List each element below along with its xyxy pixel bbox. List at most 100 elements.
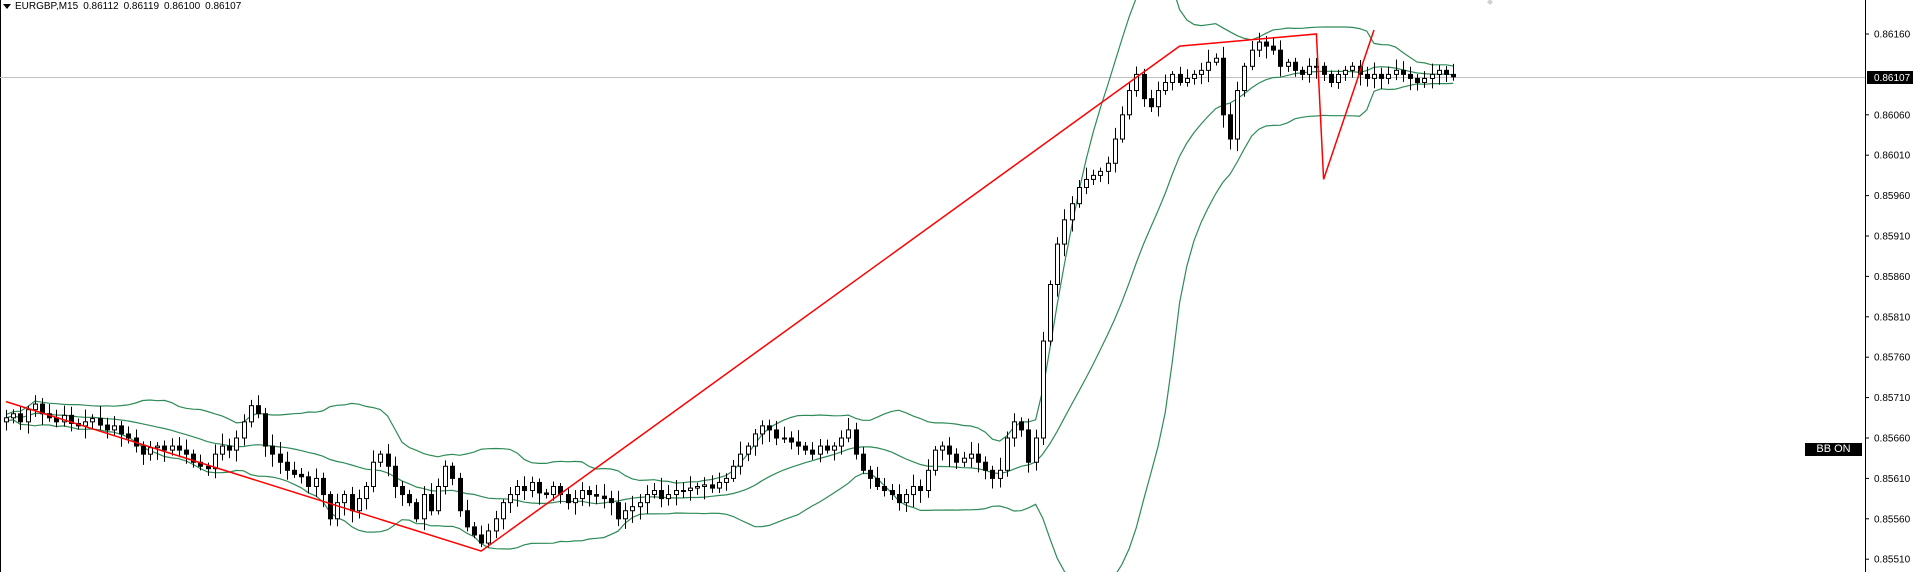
candle xyxy=(429,483,434,516)
candle xyxy=(299,467,304,484)
bb-toggle-button[interactable]: BB ON xyxy=(1805,443,1862,456)
candle-body xyxy=(458,477,463,512)
candle-body xyxy=(998,469,1003,479)
candle xyxy=(659,477,664,508)
candle xyxy=(1142,68,1147,107)
collapse-triangle-icon[interactable] xyxy=(3,3,11,9)
candle-body xyxy=(292,469,297,475)
candle xyxy=(1214,53,1219,66)
candle-body xyxy=(746,445,751,455)
candle-body xyxy=(587,490,592,496)
candle xyxy=(803,442,808,455)
candle-body xyxy=(1041,340,1046,439)
candle xyxy=(623,502,628,529)
candle xyxy=(1322,62,1327,82)
high-value: 0.86119 xyxy=(123,1,159,12)
candle xyxy=(947,437,952,467)
candle-body xyxy=(1401,69,1406,75)
candle-body xyxy=(602,495,607,500)
candle-body xyxy=(69,414,74,424)
candle xyxy=(1192,70,1197,85)
candle xyxy=(249,399,254,428)
candle-body xyxy=(1322,65,1327,75)
candle-body xyxy=(227,445,232,451)
candle xyxy=(1098,167,1103,183)
candle xyxy=(357,489,362,519)
candle xyxy=(1293,57,1298,77)
candle xyxy=(940,441,945,461)
candle-body xyxy=(810,449,815,455)
candle-body xyxy=(1379,73,1384,79)
candle xyxy=(393,456,398,499)
candle-body xyxy=(846,429,851,439)
candle xyxy=(458,472,463,517)
candle-body xyxy=(515,485,520,496)
candle-body xyxy=(18,413,23,423)
candle xyxy=(1091,169,1096,186)
candle xyxy=(414,498,419,523)
candle xyxy=(846,417,851,443)
candle xyxy=(98,406,103,431)
candle xyxy=(854,422,859,460)
candle-body xyxy=(450,465,455,479)
price-tick-label: 0.86160 xyxy=(1874,30,1911,41)
candle xyxy=(314,468,319,497)
candle-body xyxy=(105,424,110,431)
candle xyxy=(256,395,261,419)
candle-body xyxy=(666,494,671,500)
price-tick-label: 0.85510 xyxy=(1874,555,1911,566)
candle-body xyxy=(1070,203,1075,221)
candle-body xyxy=(652,490,657,496)
candle xyxy=(522,476,527,500)
candle xyxy=(292,461,297,478)
candle-body xyxy=(947,445,952,455)
candle-body xyxy=(990,469,995,479)
candle-body xyxy=(1091,174,1096,180)
candle-body xyxy=(234,437,239,451)
candle-body xyxy=(270,445,275,455)
candle xyxy=(1070,196,1075,232)
candle xyxy=(69,406,74,432)
candle-body xyxy=(242,421,247,439)
candle-body xyxy=(306,476,311,487)
candle xyxy=(371,450,376,493)
chart-header: EURGBP,M15 0.86112 0.86119 0.86100 0.86107 xyxy=(3,1,241,13)
candle xyxy=(1055,237,1060,297)
candle-body xyxy=(299,473,304,478)
candle xyxy=(681,482,686,499)
candle xyxy=(443,460,448,495)
candle xyxy=(220,433,225,461)
candle-body xyxy=(1055,243,1060,285)
candle xyxy=(616,490,621,527)
candle xyxy=(26,405,31,434)
candle-body xyxy=(11,413,16,419)
candle xyxy=(652,483,657,499)
candle xyxy=(1271,37,1276,55)
candle-body xyxy=(623,510,628,520)
candle xyxy=(1444,66,1449,83)
candle-body xyxy=(314,477,319,487)
candle xyxy=(328,491,333,526)
candle xyxy=(666,485,671,506)
candle-body xyxy=(1350,65,1355,71)
candle-body xyxy=(1206,61,1211,71)
candle-body xyxy=(731,465,736,479)
candle xyxy=(580,482,585,506)
candle-body xyxy=(530,481,535,492)
candle xyxy=(112,416,117,436)
bollinger-middle-band xyxy=(5,66,1454,505)
candle-body xyxy=(738,453,743,467)
candle xyxy=(645,485,650,514)
candle-body xyxy=(1062,219,1067,245)
candle-body xyxy=(962,457,967,463)
candle xyxy=(1329,70,1334,88)
candle-body xyxy=(422,494,427,520)
candle xyxy=(1034,429,1039,471)
candle xyxy=(4,409,9,431)
candle xyxy=(47,404,52,422)
candle-body xyxy=(1278,49,1283,67)
candle-body xyxy=(170,445,175,451)
candle-body xyxy=(1250,49,1255,67)
